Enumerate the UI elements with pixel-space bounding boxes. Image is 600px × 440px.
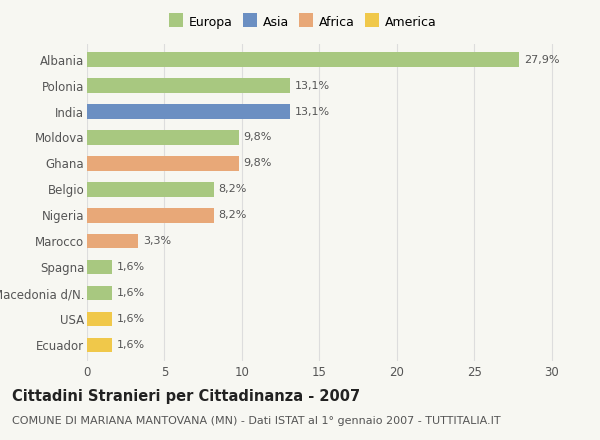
Text: 27,9%: 27,9% — [524, 55, 559, 65]
Text: COMUNE DI MARIANA MANTOVANA (MN) - Dati ISTAT al 1° gennaio 2007 - TUTTITALIA.IT: COMUNE DI MARIANA MANTOVANA (MN) - Dati … — [12, 416, 500, 426]
Text: 1,6%: 1,6% — [116, 314, 145, 324]
Bar — [87, 182, 214, 197]
Bar — [87, 52, 519, 67]
Bar — [87, 260, 112, 275]
Text: 1,6%: 1,6% — [116, 262, 145, 272]
Text: 9,8%: 9,8% — [244, 132, 272, 143]
Bar — [87, 78, 290, 93]
Bar — [87, 234, 138, 249]
Text: 1,6%: 1,6% — [116, 288, 145, 298]
Bar — [87, 286, 112, 301]
Bar — [87, 208, 214, 223]
Bar — [87, 130, 239, 145]
Text: 8,2%: 8,2% — [218, 210, 247, 220]
Bar — [87, 338, 112, 352]
Text: Cittadini Stranieri per Cittadinanza - 2007: Cittadini Stranieri per Cittadinanza - 2… — [12, 389, 360, 404]
Text: 3,3%: 3,3% — [143, 236, 171, 246]
Bar — [87, 156, 239, 171]
Legend: Europa, Asia, Africa, America: Europa, Asia, Africa, America — [167, 13, 439, 31]
Text: 13,1%: 13,1% — [295, 106, 329, 117]
Bar — [87, 312, 112, 326]
Text: 13,1%: 13,1% — [295, 81, 329, 91]
Text: 1,6%: 1,6% — [116, 340, 145, 350]
Text: 9,8%: 9,8% — [244, 158, 272, 169]
Bar — [87, 104, 290, 119]
Text: 8,2%: 8,2% — [218, 184, 247, 194]
